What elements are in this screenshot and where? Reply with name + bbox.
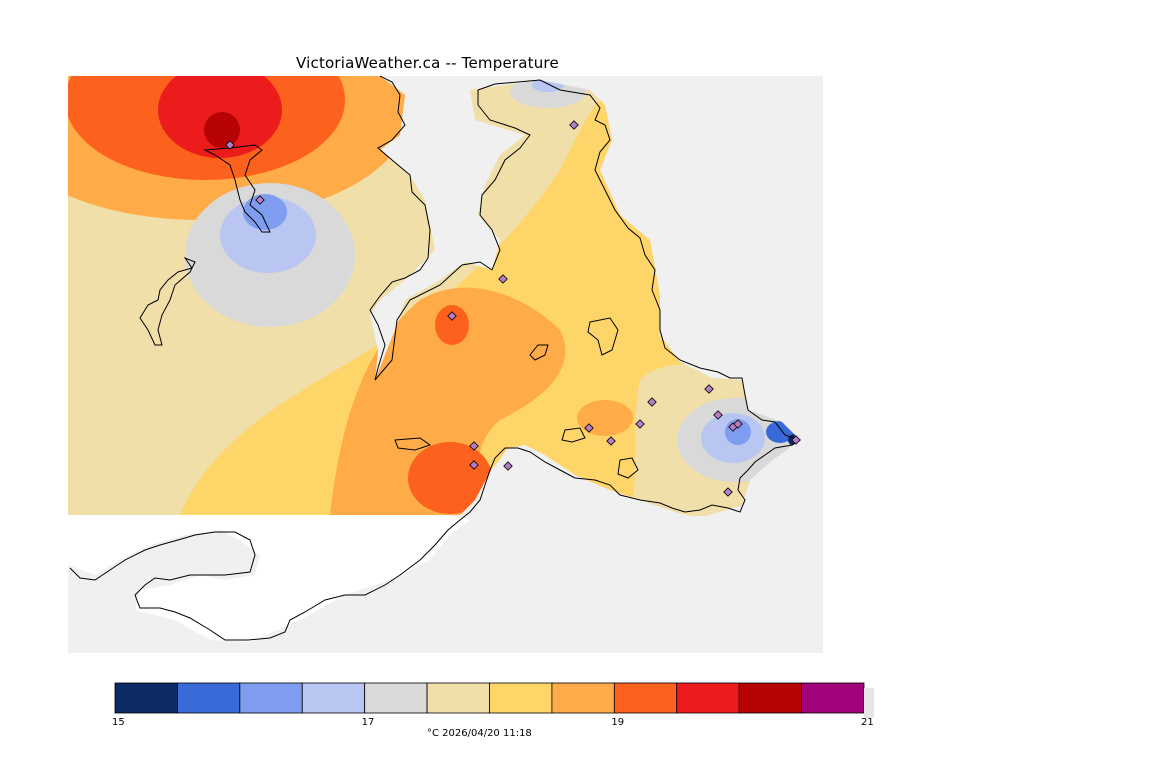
station-marker	[569, 120, 579, 130]
station-marker	[225, 140, 235, 150]
station-marker	[255, 195, 265, 205]
station-marker	[713, 410, 723, 420]
coastlines	[69, 75, 802, 641]
legend-swatch	[114, 682, 178, 714]
station-marker	[606, 436, 616, 446]
legend-swatch	[426, 682, 490, 714]
legend-swatch	[676, 682, 740, 714]
legend-swatch	[801, 682, 865, 714]
legend-swatch	[239, 682, 303, 714]
temperature-contours	[68, 76, 800, 516]
station-marker	[498, 274, 508, 284]
legend-tick-label: 19	[611, 717, 625, 728]
map-title: VictoriaWeather.ca -- Temperature	[296, 54, 559, 72]
station-marker	[469, 460, 479, 470]
legend-swatch	[301, 682, 366, 714]
legend-swatch	[177, 682, 241, 714]
legend-swatch	[738, 682, 802, 714]
legend-tick-label: 21	[861, 717, 874, 728]
legend-tick-label: 17	[361, 717, 375, 728]
station-marker	[469, 441, 479, 451]
legend-shadow	[864, 688, 874, 718]
station-marker	[791, 435, 801, 445]
legend-tick-label: 15	[112, 717, 125, 728]
color-legend-bar	[114, 682, 874, 718]
station-marker	[704, 384, 714, 394]
legend-swatch	[364, 682, 428, 714]
legend-caption: °C 2026/04/20 11:18	[427, 728, 532, 739]
station-marker	[584, 423, 594, 433]
station-marker	[723, 487, 733, 497]
station-markers	[225, 120, 801, 497]
station-marker	[635, 419, 645, 429]
legend-swatch	[613, 682, 678, 714]
station-marker	[447, 311, 457, 321]
legend-swatch	[489, 682, 553, 714]
station-marker	[503, 461, 513, 471]
station-marker	[647, 397, 657, 407]
legend-swatch	[551, 682, 615, 714]
station-marker	[733, 419, 743, 429]
